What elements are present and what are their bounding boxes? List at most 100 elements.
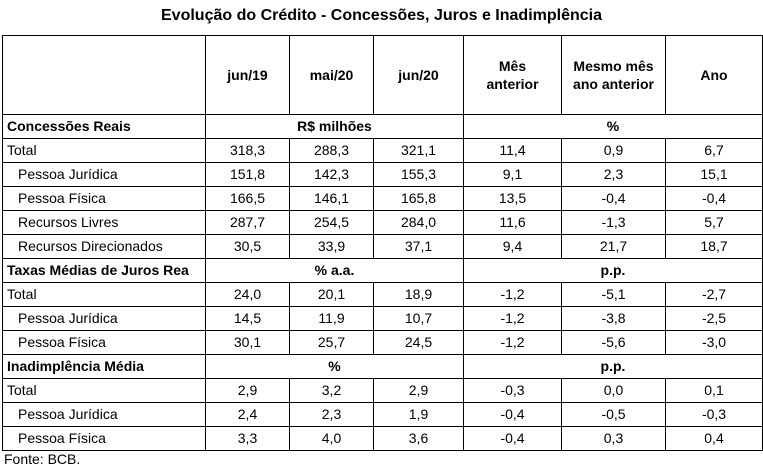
value-cell: 21,7 <box>561 234 666 259</box>
value-cell: -1,3 <box>561 210 666 235</box>
value-cell: 2,9 <box>205 378 290 403</box>
value-cell: 321,1 <box>373 138 464 163</box>
value-cell: 0,4 <box>665 426 763 451</box>
value-cell: 3,6 <box>373 426 464 451</box>
table-row: Pessoa Jurídica 14,5 11,9 10,7 -1,2 -3,8 -2,5 <box>2 306 763 331</box>
value-cell: 20,1 <box>289 282 374 307</box>
table-row: Pessoa Jurídica 2,4 2,3 1,9 -0,4 -0,5 -0,3 <box>2 402 763 427</box>
section-header-row: Taxas Médias de Juros Rea% a.a. p.p. <box>2 258 763 283</box>
value-cell: 142,3 <box>289 162 374 187</box>
header-blank-cell <box>2 35 206 115</box>
value-cell: 287,7 <box>205 210 290 235</box>
section-label: Taxas Médias de Juros Rea <box>2 258 206 283</box>
value-cell: 0,0 <box>561 378 666 403</box>
value-cell: 33,9 <box>289 234 374 259</box>
value-cell: -0,3 <box>665 402 763 427</box>
value-cell: 2,3 <box>561 162 666 187</box>
value-cell: 155,3 <box>373 162 464 187</box>
column-header: jun/19 <box>205 35 290 115</box>
value-cell: -2,5 <box>665 306 763 331</box>
row-label: Total <box>2 378 206 403</box>
value-cell: 30,1 <box>205 330 290 355</box>
value-cell: 166,5 <box>205 186 290 211</box>
value-cell: 15,1 <box>665 162 763 187</box>
table-row: Total 2,9 3,2 2,9 -0,3 0,0 0,1 <box>2 378 763 403</box>
value-cell: 24,0 <box>205 282 290 307</box>
value-cell: 9,4 <box>463 234 562 259</box>
value-cell: 318,3 <box>205 138 290 163</box>
row-label: Pessoa Jurídica <box>2 306 206 331</box>
section-unit-right: p.p. <box>463 258 763 283</box>
section-unit-right: % <box>463 114 763 139</box>
value-cell: 284,0 <box>373 210 464 235</box>
row-label: Pessoa Jurídica <box>2 402 206 427</box>
value-cell: 0,1 <box>665 378 763 403</box>
section-label: Inadimplência Média <box>2 354 206 379</box>
value-cell: -2,7 <box>665 282 763 307</box>
value-cell: 24,5 <box>373 330 464 355</box>
row-label: Pessoa Física <box>2 330 206 355</box>
value-cell: 288,3 <box>289 138 374 163</box>
value-cell: -5,1 <box>561 282 666 307</box>
table-title: Evolução do Crédito - Concessões, Juros … <box>161 7 602 24</box>
table-row: Recursos Direcionados 30,5 33,9 37,1 9,4 21,7… <box>2 234 763 259</box>
value-cell: 151,8 <box>205 162 290 187</box>
value-cell: 9,1 <box>463 162 562 187</box>
table-row: Pessoa Física 166,5 146,1 165,8 13,5 -0,4 -0,4 <box>2 186 763 211</box>
value-cell: 30,5 <box>205 234 290 259</box>
value-cell: 146,1 <box>289 186 374 211</box>
value-cell: -0,4 <box>463 402 562 427</box>
value-cell: 3,3 <box>205 426 290 451</box>
table-row: Pessoa Jurídica 151,8 142,3 155,3 9,1 2,3 15,1 <box>2 162 763 187</box>
value-cell: 25,7 <box>289 330 374 355</box>
value-cell: -0,5 <box>561 402 666 427</box>
value-cell: 13,5 <box>463 186 562 211</box>
source-note: Fonte: BCB. <box>4 451 81 467</box>
section-unit-left: R$ milhões <box>205 114 464 139</box>
table-row: Total 318,3 288,3 321,1 11,4 0,9 6,7 <box>2 138 763 163</box>
table-row: Total 24,0 20,1 18,9 -1,2 -5,1 -2,7 <box>2 282 763 307</box>
table-row: Pessoa Física 30,1 25,7 24,5 -1,2 -5,6 -3,0 <box>2 330 763 355</box>
credit-table: jun/19 mai/20 jun/20 Mês anterior Mesmo mês an… <box>2 35 763 451</box>
value-cell: 6,7 <box>665 138 763 163</box>
value-cell: -0,4 <box>665 186 763 211</box>
value-cell: -3,0 <box>665 330 763 355</box>
value-cell: 10,7 <box>373 306 464 331</box>
section-unit-right: p.p. <box>463 354 763 379</box>
value-cell: 2,4 <box>205 402 290 427</box>
value-cell: -1,2 <box>463 330 562 355</box>
value-cell: -1,2 <box>463 282 562 307</box>
row-label: Recursos Livres <box>2 210 206 235</box>
row-label: Pessoa Física <box>2 426 206 451</box>
column-header: jun/20 <box>373 35 464 115</box>
value-cell: 18,9 <box>373 282 464 307</box>
value-cell: 11,6 <box>463 210 562 235</box>
value-cell: -1,2 <box>463 306 562 331</box>
value-cell: 18,7 <box>665 234 763 259</box>
section-header-row: Inadimplência Média% p.p. <box>2 354 763 379</box>
value-cell: 2,3 <box>289 402 374 427</box>
value-cell: 11,9 <box>289 306 374 331</box>
column-header: Ano <box>665 35 763 115</box>
column-header: Mês anterior <box>463 35 562 115</box>
value-cell: 254,5 <box>289 210 374 235</box>
row-label: Pessoa Física <box>2 186 206 211</box>
row-label: Recursos Direcionados <box>2 234 206 259</box>
value-cell: 4,0 <box>289 426 374 451</box>
value-cell: 5,7 <box>665 210 763 235</box>
value-cell: 1,9 <box>373 402 464 427</box>
value-cell: 37,1 <box>373 234 464 259</box>
value-cell: 11,4 <box>463 138 562 163</box>
section-unit-left: % <box>205 354 464 379</box>
value-cell: 0,9 <box>561 138 666 163</box>
value-cell: -0,3 <box>463 378 562 403</box>
value-cell: -3,8 <box>561 306 666 331</box>
section-unit-left: % a.a. <box>205 258 464 283</box>
value-cell: 165,8 <box>373 186 464 211</box>
row-label: Total <box>2 282 206 307</box>
column-header: Mesmo mês ano anterior <box>561 35 666 115</box>
value-cell: -5,6 <box>561 330 666 355</box>
section-header-row: Concessões Reais R$ milhões% <box>2 114 763 139</box>
value-cell: -0,4 <box>561 186 666 211</box>
value-cell: 14,5 <box>205 306 290 331</box>
